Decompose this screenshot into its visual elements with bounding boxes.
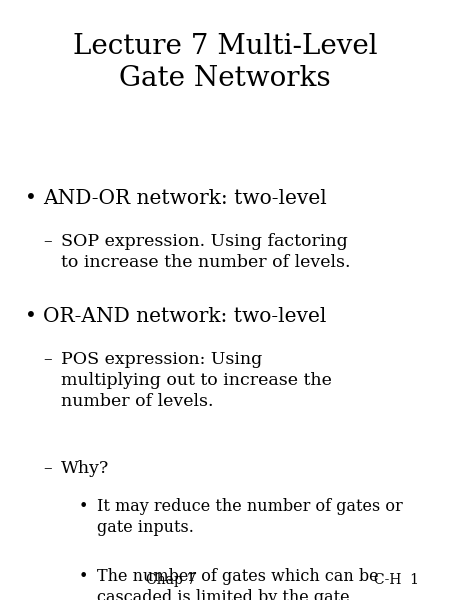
Text: OR-AND network: two-level: OR-AND network: two-level: [43, 307, 326, 326]
Text: –: –: [43, 460, 51, 477]
Text: C-H  1: C-H 1: [374, 573, 419, 587]
Text: –: –: [43, 233, 51, 250]
Text: Lecture 7 Multi-Level
Gate Networks: Lecture 7 Multi-Level Gate Networks: [73, 33, 377, 92]
Text: Why?: Why?: [61, 460, 109, 477]
Text: Chap 7: Chap 7: [146, 573, 196, 587]
Text: The number of gates which can be
cascaded is limited by the gate
delays.: The number of gates which can be cascade…: [97, 568, 378, 600]
Text: •: •: [25, 189, 36, 208]
Text: –: –: [43, 351, 51, 368]
Text: •: •: [79, 498, 88, 515]
Text: SOP expression. Using factoring
to increase the number of levels.: SOP expression. Using factoring to incre…: [61, 233, 350, 271]
Text: •: •: [79, 568, 88, 584]
Text: POS expression: Using
multiplying out to increase the
number of levels.: POS expression: Using multiplying out to…: [61, 351, 332, 410]
Text: •: •: [25, 307, 36, 326]
Text: It may reduce the number of gates or
gate inputs.: It may reduce the number of gates or gat…: [97, 498, 402, 536]
Text: AND-OR network: two-level: AND-OR network: two-level: [43, 189, 327, 208]
